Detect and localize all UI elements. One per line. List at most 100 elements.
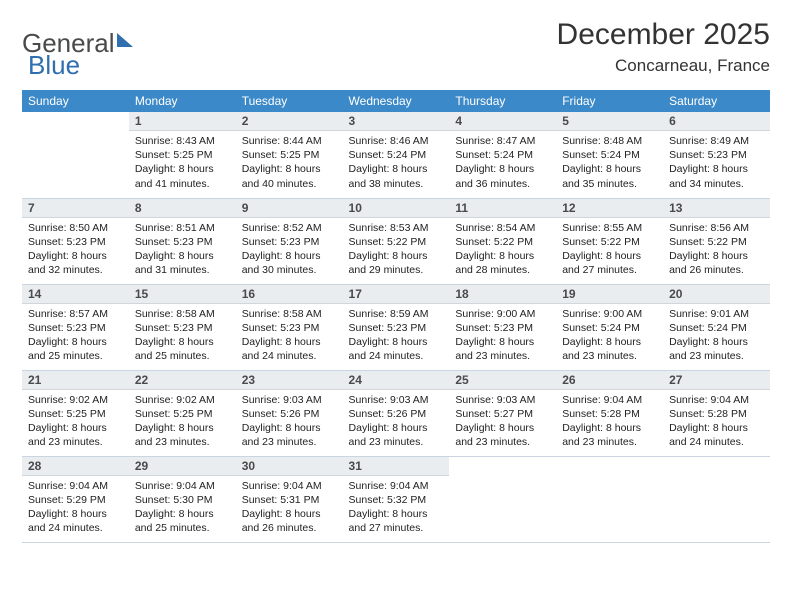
day-number: 29 [129, 457, 236, 476]
day-number: 25 [449, 371, 556, 390]
day-details: Sunrise: 8:59 AMSunset: 5:23 PMDaylight:… [343, 304, 450, 368]
day-details: Sunrise: 9:04 AMSunset: 5:30 PMDaylight:… [129, 476, 236, 540]
day-number: 10 [343, 199, 450, 218]
calendar-week-row: 14Sunrise: 8:57 AMSunset: 5:23 PMDayligh… [22, 284, 770, 370]
day-number: 3 [343, 112, 450, 131]
day-number: 30 [236, 457, 343, 476]
day-number: 7 [22, 199, 129, 218]
day-number: 17 [343, 285, 450, 304]
calendar-day-cell: 11Sunrise: 8:54 AMSunset: 5:22 PMDayligh… [449, 198, 556, 284]
day-details: Sunrise: 9:02 AMSunset: 5:25 PMDaylight:… [129, 390, 236, 454]
brand-triangle-icon [117, 33, 133, 47]
weekday-header: Wednesday [343, 90, 450, 112]
day-details: Sunrise: 9:00 AMSunset: 5:24 PMDaylight:… [556, 304, 663, 368]
calendar-day-cell: 27Sunrise: 9:04 AMSunset: 5:28 PMDayligh… [663, 370, 770, 456]
day-details: Sunrise: 8:51 AMSunset: 5:23 PMDaylight:… [129, 218, 236, 282]
weekday-header: Saturday [663, 90, 770, 112]
day-details: Sunrise: 8:49 AMSunset: 5:23 PMDaylight:… [663, 131, 770, 195]
day-details: Sunrise: 9:04 AMSunset: 5:32 PMDaylight:… [343, 476, 450, 540]
location: Concarneau, France [557, 56, 770, 76]
calendar-day-cell: 17Sunrise: 8:59 AMSunset: 5:23 PMDayligh… [343, 284, 450, 370]
calendar-week-row: 7Sunrise: 8:50 AMSunset: 5:23 PMDaylight… [22, 198, 770, 284]
brand-text-2: Blue [28, 50, 80, 81]
weekday-header: Monday [129, 90, 236, 112]
calendar-day-cell: 28Sunrise: 9:04 AMSunset: 5:29 PMDayligh… [22, 456, 129, 542]
day-number: 18 [449, 285, 556, 304]
day-number: 9 [236, 199, 343, 218]
day-details: Sunrise: 8:43 AMSunset: 5:25 PMDaylight:… [129, 131, 236, 195]
day-details: Sunrise: 8:55 AMSunset: 5:22 PMDaylight:… [556, 218, 663, 282]
calendar-body: .. 1Sunrise: 8:43 AMSunset: 5:25 PMDaylig… [22, 112, 770, 542]
day-details: Sunrise: 8:44 AMSunset: 5:25 PMDaylight:… [236, 131, 343, 195]
day-number: 31 [343, 457, 450, 476]
day-details: Sunrise: 9:01 AMSunset: 5:24 PMDaylight:… [663, 304, 770, 368]
day-number: 8 [129, 199, 236, 218]
day-details: Sunrise: 8:50 AMSunset: 5:23 PMDaylight:… [22, 218, 129, 282]
calendar-day-cell: 25Sunrise: 9:03 AMSunset: 5:27 PMDayligh… [449, 370, 556, 456]
calendar-day-cell: 19Sunrise: 9:00 AMSunset: 5:24 PMDayligh… [556, 284, 663, 370]
calendar-day-cell: 21Sunrise: 9:02 AMSunset: 5:25 PMDayligh… [22, 370, 129, 456]
day-number: 11 [449, 199, 556, 218]
calendar-day-cell: .. [449, 456, 556, 542]
calendar-day-cell: 22Sunrise: 9:02 AMSunset: 5:25 PMDayligh… [129, 370, 236, 456]
day-details: Sunrise: 8:57 AMSunset: 5:23 PMDaylight:… [22, 304, 129, 368]
day-number: 14 [22, 285, 129, 304]
day-details: Sunrise: 9:00 AMSunset: 5:23 PMDaylight:… [449, 304, 556, 368]
day-number: 26 [556, 371, 663, 390]
calendar-day-cell: 26Sunrise: 9:04 AMSunset: 5:28 PMDayligh… [556, 370, 663, 456]
calendar-week-row: ..1Sunrise: 8:43 AMSunset: 5:25 PMDaylig… [22, 112, 770, 198]
day-details: Sunrise: 8:58 AMSunset: 5:23 PMDaylight:… [129, 304, 236, 368]
day-details: Sunrise: 8:53 AMSunset: 5:22 PMDaylight:… [343, 218, 450, 282]
calendar-day-cell: 20Sunrise: 9:01 AMSunset: 5:24 PMDayligh… [663, 284, 770, 370]
calendar-day-cell: 23Sunrise: 9:03 AMSunset: 5:26 PMDayligh… [236, 370, 343, 456]
calendar-day-cell: 4Sunrise: 8:47 AMSunset: 5:24 PMDaylight… [449, 112, 556, 198]
calendar-page: General December 2025 Concarneau, France… [0, 0, 792, 553]
title-block: December 2025 Concarneau, France [557, 18, 770, 76]
calendar-day-cell: 3Sunrise: 8:46 AMSunset: 5:24 PMDaylight… [343, 112, 450, 198]
day-number: 28 [22, 457, 129, 476]
weekday-header: Thursday [449, 90, 556, 112]
calendar-day-cell: 12Sunrise: 8:55 AMSunset: 5:22 PMDayligh… [556, 198, 663, 284]
day-number: 16 [236, 285, 343, 304]
day-number: 22 [129, 371, 236, 390]
calendar-day-cell: 8Sunrise: 8:51 AMSunset: 5:23 PMDaylight… [129, 198, 236, 284]
day-details: Sunrise: 8:47 AMSunset: 5:24 PMDaylight:… [449, 131, 556, 195]
calendar-day-cell: 5Sunrise: 8:48 AMSunset: 5:24 PMDaylight… [556, 112, 663, 198]
weekday-header: Sunday [22, 90, 129, 112]
day-details: Sunrise: 8:46 AMSunset: 5:24 PMDaylight:… [343, 131, 450, 195]
day-number: 21 [22, 371, 129, 390]
calendar-week-row: 28Sunrise: 9:04 AMSunset: 5:29 PMDayligh… [22, 456, 770, 542]
calendar-day-cell: 29Sunrise: 9:04 AMSunset: 5:30 PMDayligh… [129, 456, 236, 542]
calendar-table: SundayMondayTuesdayWednesdayThursdayFrid… [22, 90, 770, 543]
calendar-day-cell: 14Sunrise: 8:57 AMSunset: 5:23 PMDayligh… [22, 284, 129, 370]
weekday-header: Friday [556, 90, 663, 112]
day-details: Sunrise: 8:48 AMSunset: 5:24 PMDaylight:… [556, 131, 663, 195]
calendar-head: SundayMondayTuesdayWednesdayThursdayFrid… [22, 90, 770, 112]
calendar-day-cell: 9Sunrise: 8:52 AMSunset: 5:23 PMDaylight… [236, 198, 343, 284]
calendar-week-row: 21Sunrise: 9:02 AMSunset: 5:25 PMDayligh… [22, 370, 770, 456]
day-details: Sunrise: 9:04 AMSunset: 5:31 PMDaylight:… [236, 476, 343, 540]
calendar-day-cell: 2Sunrise: 8:44 AMSunset: 5:25 PMDaylight… [236, 112, 343, 198]
weekday-header: Tuesday [236, 90, 343, 112]
day-details: Sunrise: 9:03 AMSunset: 5:26 PMDaylight:… [236, 390, 343, 454]
calendar-day-cell: 7Sunrise: 8:50 AMSunset: 5:23 PMDaylight… [22, 198, 129, 284]
calendar-day-cell: 10Sunrise: 8:53 AMSunset: 5:22 PMDayligh… [343, 198, 450, 284]
day-number: 20 [663, 285, 770, 304]
calendar-day-cell: 24Sunrise: 9:03 AMSunset: 5:26 PMDayligh… [343, 370, 450, 456]
day-number: 4 [449, 112, 556, 131]
calendar-day-cell: 31Sunrise: 9:04 AMSunset: 5:32 PMDayligh… [343, 456, 450, 542]
calendar-day-cell: 18Sunrise: 9:00 AMSunset: 5:23 PMDayligh… [449, 284, 556, 370]
calendar-day-cell: 30Sunrise: 9:04 AMSunset: 5:31 PMDayligh… [236, 456, 343, 542]
day-details: Sunrise: 9:03 AMSunset: 5:26 PMDaylight:… [343, 390, 450, 454]
day-number: 15 [129, 285, 236, 304]
day-number: 1 [129, 112, 236, 131]
calendar-day-cell: .. [556, 456, 663, 542]
day-details: Sunrise: 8:54 AMSunset: 5:22 PMDaylight:… [449, 218, 556, 282]
day-details: Sunrise: 8:58 AMSunset: 5:23 PMDaylight:… [236, 304, 343, 368]
day-details: Sunrise: 8:52 AMSunset: 5:23 PMDaylight:… [236, 218, 343, 282]
day-number: 12 [556, 199, 663, 218]
day-number: 24 [343, 371, 450, 390]
day-details: Sunrise: 9:04 AMSunset: 5:28 PMDaylight:… [556, 390, 663, 454]
day-details: Sunrise: 8:56 AMSunset: 5:22 PMDaylight:… [663, 218, 770, 282]
calendar-day-cell: 13Sunrise: 8:56 AMSunset: 5:22 PMDayligh… [663, 198, 770, 284]
